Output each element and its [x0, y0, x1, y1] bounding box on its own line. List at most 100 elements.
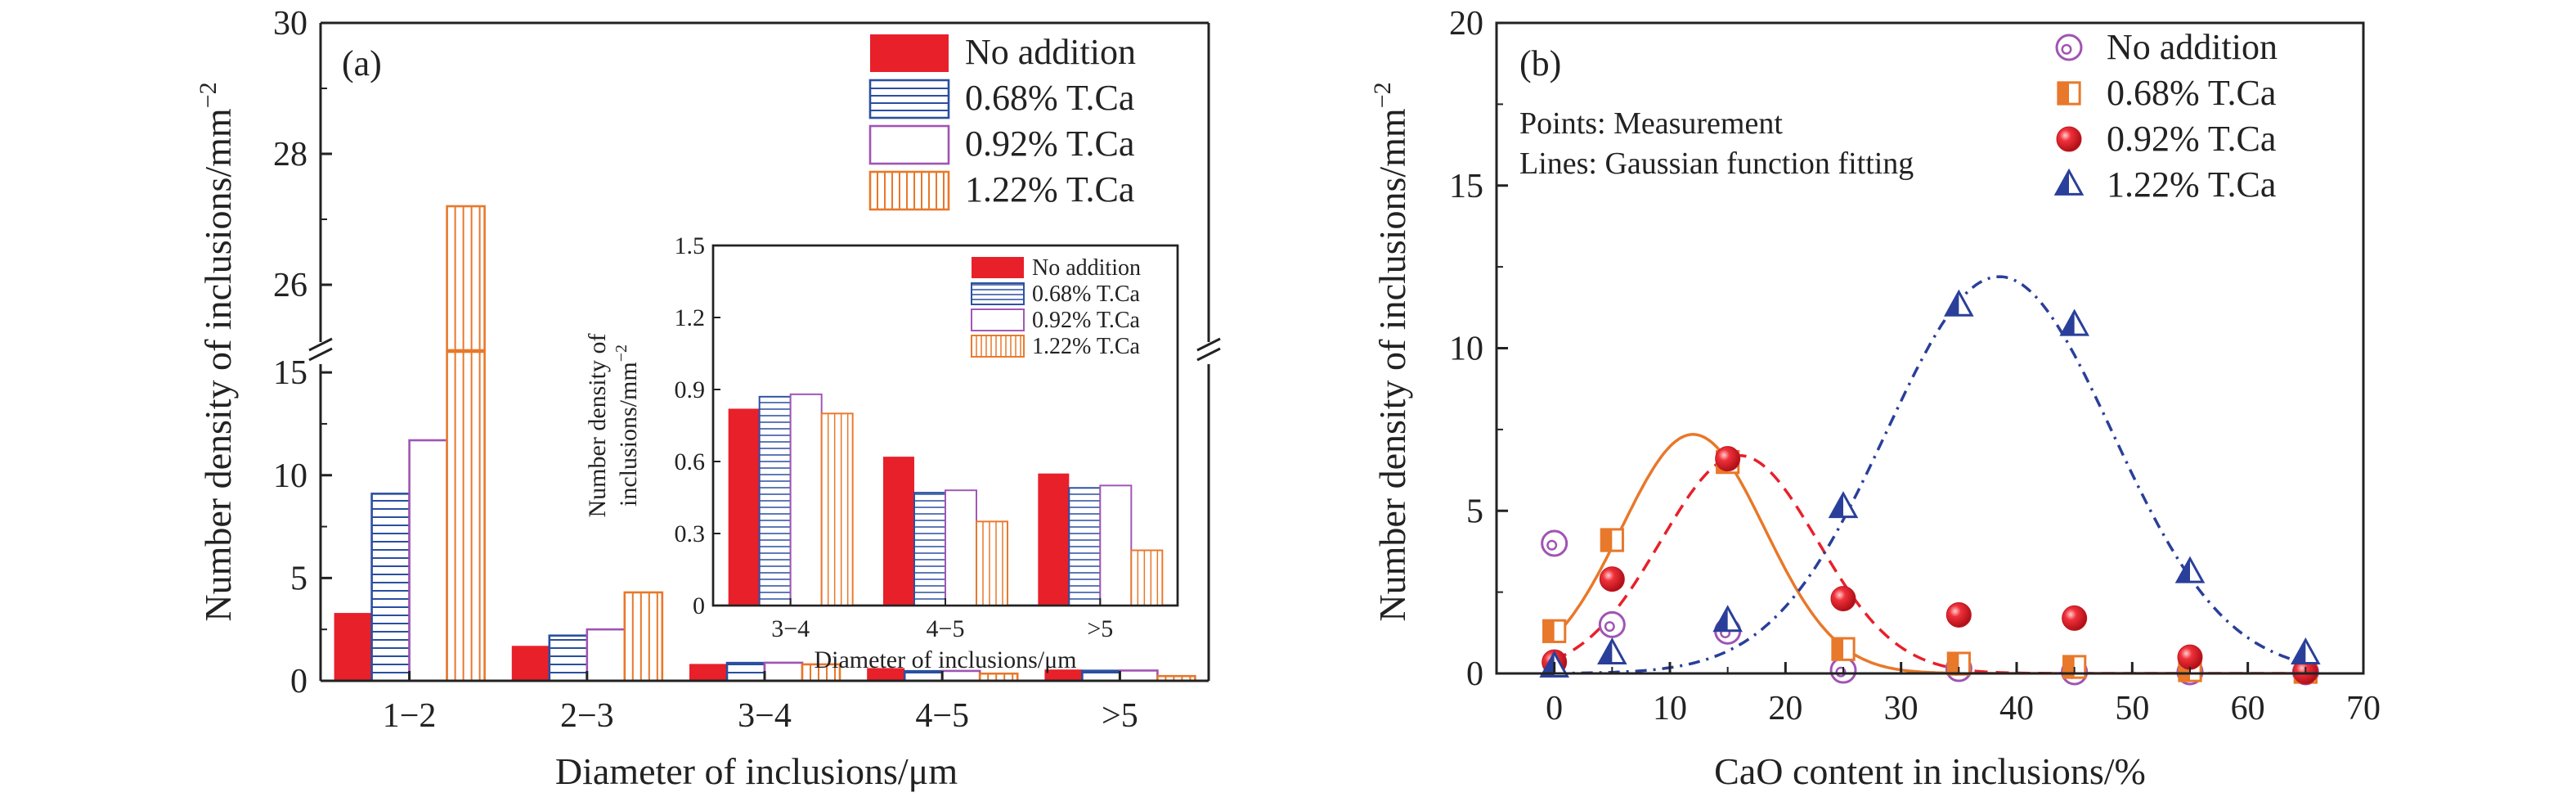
panel-b-ytick-label-15: 15: [1449, 168, 1483, 205]
inset-bar-1-1: [913, 492, 946, 606]
bar-1-22-t-ca-0-upper: [446, 205, 486, 352]
point-0-68-t-ca-1: [1600, 528, 1624, 552]
legend-b-marker-2: [2056, 126, 2082, 152]
legend-b-marker-1: [2057, 81, 2081, 106]
inset-bar-1-2: [1068, 487, 1102, 606]
point-0-92-t-ca-3: [1830, 586, 1856, 612]
panel-b: 0 10 20 30 40 50 60 70 0 5 10 15 20 (b) Points: Meas…: [1369, 5, 2381, 792]
point-0-92-t-ca-1: [1599, 566, 1625, 592]
point-1-22-t-ca-6: [2174, 556, 2206, 583]
inset-legend-label-1: 0.68% T.Ca: [1032, 281, 1141, 307]
panel-b-fit-curves: [1553, 275, 2306, 673]
point-0-68-t-ca-4: [1946, 651, 1971, 676]
inset-legend-label-3: 1.22% T.Ca: [1032, 334, 1141, 359]
fit-curve-solid: [1553, 433, 2306, 673]
point-1-22-t-ca-3: [1828, 491, 1859, 519]
fit-curve-dashed: [1554, 453, 2306, 673]
panel-a-ytick-label-28: 28: [273, 136, 307, 173]
panel-a-ytick-label-26: 26: [273, 267, 307, 304]
bar-0-68-t-ca-4: [1081, 669, 1121, 682]
legend-b-label-1: 0.68% T.Ca: [2107, 73, 2276, 113]
point-0-92-t-ca-2: [1715, 446, 1741, 472]
panel-a-axes: 0 5 10 15 26 28 30 1−2 2−3 3−4 4−5 >5: [273, 5, 1221, 735]
bar-1-22-t-ca-0: [446, 205, 486, 682]
point-no-addition-1: [1598, 610, 1626, 638]
panel-a-xtick-label-2: 3−4: [738, 697, 792, 735]
inset-bar-3-1: [976, 520, 1008, 606]
panel-b-points: [1539, 289, 2321, 686]
inset-ytick-label-0.6: 0.6: [675, 448, 706, 475]
inset-legend-swatch-2: [971, 308, 1025, 331]
panel-b-ylabel: Number density of inclusions/mm−2: [1369, 82, 1413, 621]
panel-b-xtick-label-0: 0: [1546, 690, 1563, 727]
panel-b-xtick-label-70: 70: [2346, 690, 2381, 727]
legend-a-label-0: No addition: [965, 32, 1136, 72]
panel-b-xtick-label-50: 50: [2115, 690, 2149, 727]
bar-1-22-t-ca-2: [801, 663, 841, 682]
point-0-68-t-ca-0: [1542, 619, 1567, 643]
bar-no-addition-1: [511, 646, 550, 681]
panel-a-ylabel: Number density of inclusions/mm−2: [195, 82, 239, 621]
panel-b-axes: 0 10 20 30 40 50 60 70 0 5 10 15 20: [1449, 5, 2381, 727]
bar-0-92-t-ca-1: [586, 628, 626, 682]
bar-0-68-t-ca-1: [548, 634, 589, 682]
point-no-addition-0: [1541, 529, 1568, 557]
bar-0-92-t-ca-0: [408, 439, 448, 682]
legend-b-marker-0: [2055, 34, 2083, 61]
inset-bar-2-0: [789, 393, 823, 606]
legend-a-swatch-0: [870, 34, 949, 72]
inset-bar-1-0: [758, 395, 792, 606]
axis-break-mark-1-a: [1196, 347, 1221, 362]
inset-bar-0-1: [883, 457, 914, 606]
panel-b-xtick-label-60: 60: [2231, 690, 2265, 727]
inset-ylabel-2: inclusions/mm−2: [613, 344, 642, 507]
inset-xtick-label-0: 3−4: [771, 615, 810, 642]
inset-ytick-label-0.3: 0.3: [675, 520, 706, 547]
bar-0-68-t-ca-0: [370, 493, 411, 682]
inset-ytick-label-0.9: 0.9: [675, 376, 706, 403]
bar-no-addition-2: [689, 664, 727, 681]
panel-a-xtick-label-1: 2−3: [560, 697, 614, 735]
inset-ylabel-1: Number density of: [584, 334, 611, 518]
fit-curve-dashdot: [1554, 275, 2306, 673]
panel-b-xtick-label-20: 20: [1768, 690, 1802, 727]
panel-a: 0 5 10 15 26 28 30 1−2 2−3 3−4 4−5 >5 (a) Diameter …: [195, 5, 1221, 792]
inset-ytick-label-0: 0: [693, 592, 705, 619]
axis-break-mark-0-b: [308, 337, 333, 352]
inset-bar-3-0: [820, 412, 854, 606]
point-0-92-t-ca-5: [2062, 605, 2088, 631]
inset-bar-2-2: [1099, 484, 1133, 606]
panel-b-ytick-label-20: 20: [1449, 5, 1483, 43]
legend-a-label-3: 1.22% T.Ca: [965, 169, 1134, 209]
panel-b-xtick-label-30: 30: [1884, 690, 1919, 727]
legend-a-swatch-2: [868, 124, 950, 165]
point-1-22-t-ca-7: [2291, 637, 2321, 665]
legend-a-swatch-1: [868, 79, 950, 119]
panel-b-annotation-1: Points: Measurement: [1519, 106, 1783, 141]
panel-b-annotation-2: Lines: Gaussian function fitting: [1519, 146, 1914, 181]
panel-a-legend: No addition 0.68% T.Ca 0.92% T.Ca 1.22% T.C…: [868, 32, 1136, 211]
bar-no-addition-4: [1044, 669, 1083, 681]
inset-xtick-label-1: 4−5: [927, 615, 965, 642]
panel-a-xtick-label-0: 1−2: [383, 697, 437, 735]
bar-1-22-t-ca-1: [623, 591, 664, 682]
panel-a-xtick-label-3: 4−5: [915, 697, 969, 735]
panel-b-xtick-label-40: 40: [1999, 690, 2034, 727]
panel-b-ytick-label-5: 5: [1466, 493, 1483, 530]
bar-0-92-t-ca-4: [1119, 669, 1159, 682]
point-0-68-t-ca-3: [1831, 637, 1856, 661]
inset-bar-0-2: [1038, 473, 1070, 606]
point-1-22-t-ca-4: [1944, 289, 1974, 317]
legend-a-label-1: 0.68% T.Ca: [965, 78, 1134, 118]
legend-a-label-2: 0.92% T.Ca: [965, 124, 1134, 164]
bar-0-68-t-ca-2: [725, 661, 766, 682]
legend-b-marker-3: [2053, 168, 2085, 196]
panel-b-xlabel: CaO content in inclusions/%: [1714, 750, 2146, 792]
point-1-22-t-ca-5: [2059, 308, 2089, 336]
panel-a-ytick-label-0: 0: [290, 663, 307, 700]
legend-b-label-2: 0.92% T.Ca: [2107, 119, 2276, 159]
point-0-92-t-ca-4: [1945, 601, 1972, 628]
panel-b-legend: No addition 0.68% T.Ca 0.92% T.Ca 1.22% T.C…: [2053, 27, 2278, 205]
panel-b-ytick-label-0: 0: [1466, 655, 1483, 693]
